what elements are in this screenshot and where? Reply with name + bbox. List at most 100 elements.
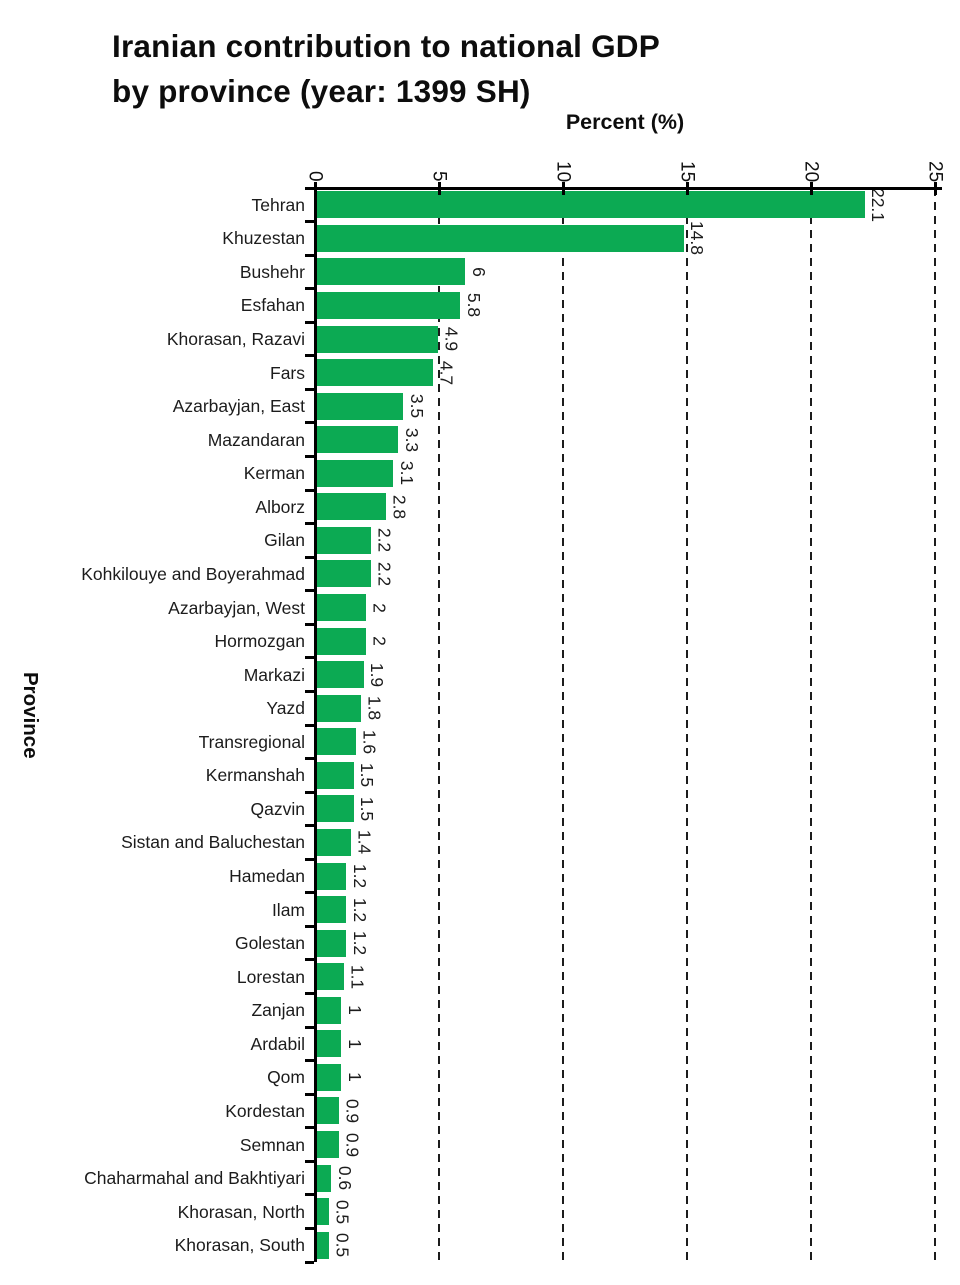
bar-value-label: 1 — [344, 1072, 365, 1083]
y-tick-16 — [305, 723, 314, 727]
bar-value-label: 1.9 — [367, 662, 388, 687]
bar-azarbayjan-west — [316, 594, 367, 622]
category-label: Esfahan — [240, 295, 305, 316]
gridline-x-20 — [810, 188, 812, 1262]
category-label: Ardabil — [250, 1033, 305, 1054]
category-label: Sistan and Baluchestan — [121, 832, 305, 853]
x-tick-0 — [313, 181, 317, 195]
bar-value-label: 1.2 — [349, 897, 370, 922]
bar-yazd — [316, 694, 362, 722]
y-tick-27 — [305, 1092, 314, 1096]
bar-value-label: 1.2 — [349, 930, 370, 956]
gridline-x-25 — [934, 188, 936, 1262]
y-tick-12 — [305, 589, 314, 593]
bar-golestan — [316, 929, 347, 957]
y-tick-1 — [305, 220, 314, 224]
bar-value-label: 1.2 — [349, 863, 370, 889]
bar-lorestan — [316, 963, 344, 991]
y-tick-20 — [305, 857, 314, 861]
bar-value-label: 2 — [369, 636, 390, 646]
bar-hormozgan — [316, 627, 367, 655]
category-label: Khorasan, South — [174, 1235, 305, 1256]
bar-khorasan-north — [316, 1198, 329, 1226]
x-tick-label-text: 0 — [304, 171, 326, 182]
category-label: Khorasan, Razavi — [166, 329, 305, 350]
category-label: Hormozgan — [214, 631, 305, 652]
y-tick-30 — [305, 1193, 314, 1197]
category-label: Transregional — [198, 731, 305, 752]
x-tick-label-25: 25 — [913, 136, 957, 182]
bar-value-label: 4.7 — [436, 360, 457, 385]
bar-transregional — [316, 728, 357, 756]
category-label: Chaharmahal and Bakhtiyari — [84, 1168, 305, 1189]
bar-kohkilouye-and-boyerahmad — [316, 560, 372, 588]
x-tick-label-15: 15 — [665, 136, 709, 182]
x-tick-label-text: 10 — [552, 160, 574, 182]
x-tick-5 — [437, 181, 441, 195]
bar-qazvin — [316, 795, 354, 823]
category-label: Semnan — [239, 1134, 305, 1155]
bar-kerman — [316, 459, 394, 487]
y-tick-2 — [305, 253, 314, 257]
bar-value-label: 3.1 — [396, 461, 417, 486]
category-label: Alborz — [255, 496, 305, 517]
gridline-x-15 — [686, 188, 688, 1262]
category-label: Kerman — [243, 463, 305, 484]
y-tick-26 — [305, 1059, 314, 1063]
category-label: Bushehr — [239, 261, 305, 282]
y-tick-29 — [305, 1159, 314, 1163]
y-tick-4 — [305, 320, 314, 324]
chart-title-line1: Iranian contribution to national GDP — [112, 28, 660, 64]
bar-value-label: 1 — [344, 1005, 365, 1016]
x-tick-label-text: 25 — [924, 160, 946, 182]
category-label: Qazvin — [250, 798, 305, 819]
y-tick-10 — [305, 522, 314, 526]
bar-value-label: 1.5 — [357, 796, 378, 822]
bar-kordestan — [316, 1097, 339, 1125]
y-tick-14 — [305, 656, 314, 660]
bar-alborz — [316, 493, 386, 521]
x-tick-label-text: 5 — [428, 171, 450, 182]
category-label: Khuzestan — [222, 228, 305, 249]
y-tick-31 — [305, 1226, 314, 1230]
bar-value-label: 1 — [344, 1038, 365, 1049]
x-tick-label-text: 20 — [800, 160, 822, 182]
y-tick-17 — [305, 757, 314, 761]
category-label: Markazi — [243, 664, 305, 685]
y-tick-28 — [305, 1126, 314, 1130]
bar-value-label: 1.6 — [359, 729, 380, 754]
bar-value-label: 1.4 — [354, 830, 375, 855]
category-label: Hamedan — [229, 866, 305, 887]
bar-value-label: 2.2 — [374, 528, 395, 553]
y-tick-3 — [305, 287, 314, 291]
category-label: Azarbayjan, East — [172, 396, 305, 417]
bar-value-label: 6 — [468, 267, 489, 277]
category-label: Yazd — [266, 698, 305, 719]
bar-value-label: 1.8 — [364, 696, 385, 721]
gridline-x-10 — [562, 188, 564, 1262]
category-label: Azarbayjan, West — [168, 597, 305, 618]
bar-value-label: 0.9 — [342, 1132, 363, 1157]
bar-khorasan-razavi — [316, 325, 439, 353]
bar-qom — [316, 1063, 342, 1091]
category-label: Golestan — [234, 933, 305, 954]
y-tick-32 — [305, 1260, 314, 1264]
bar-value-label: 1.5 — [357, 763, 378, 788]
y-tick-7 — [305, 421, 314, 425]
bar-semnan — [316, 1131, 339, 1159]
x-tick-label-10: 10 — [541, 136, 585, 182]
bar-mazandaran — [316, 426, 399, 454]
bar-value-label: 2.8 — [389, 494, 410, 520]
x-tick-label-20: 20 — [789, 136, 833, 182]
y-axis-title: Province — [19, 672, 42, 759]
y-tick-0 — [305, 186, 314, 190]
bar-value-label: 2.2 — [374, 561, 395, 587]
bar-kermanshah — [316, 761, 354, 789]
bar-khorasan-south — [316, 1231, 329, 1259]
bar-ardabil — [316, 1030, 342, 1058]
bar-value-label: 5.8 — [463, 293, 484, 318]
category-label: Mazandaran — [207, 429, 305, 450]
category-label: Gilan — [264, 530, 305, 551]
y-tick-18 — [305, 790, 314, 794]
